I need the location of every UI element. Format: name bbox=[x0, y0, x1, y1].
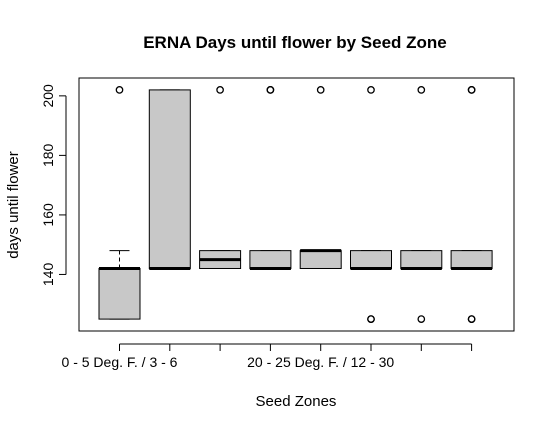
x-axis-label: Seed Zones bbox=[256, 393, 337, 410]
y-axis: 140 160 180 200 bbox=[40, 84, 67, 287]
y-tick-label: 160 bbox=[40, 203, 56, 227]
box-group bbox=[98, 86, 141, 320]
box-body bbox=[450, 250, 493, 269]
box-group bbox=[350, 86, 392, 323]
box-group bbox=[249, 86, 292, 270]
outlier-point bbox=[467, 86, 476, 94]
box-group bbox=[400, 86, 443, 323]
chart-title: ERNA Days until flower by Seed Zone bbox=[143, 33, 447, 52]
outlier-point bbox=[216, 86, 224, 94]
box-group bbox=[148, 89, 191, 270]
y-tick-label: 200 bbox=[40, 84, 56, 108]
box-body bbox=[98, 267, 141, 320]
outlier-point bbox=[417, 315, 426, 323]
x-axis: 0 - 5 Deg. F. / 3 - 6 20 - 25 Deg. F. / 1… bbox=[62, 343, 473, 370]
outlier-point bbox=[316, 86, 325, 94]
y-axis-label: days until flower bbox=[5, 151, 22, 259]
x-tick-label: 0 - 5 Deg. F. / 3 - 6 bbox=[62, 354, 178, 370]
boxes-layer bbox=[98, 86, 493, 323]
outlier-point bbox=[467, 315, 476, 323]
box-group bbox=[199, 86, 242, 269]
y-tick-label: 140 bbox=[40, 263, 56, 287]
box-body bbox=[299, 250, 342, 269]
box-body bbox=[400, 250, 443, 269]
y-tick-label: 180 bbox=[40, 143, 56, 167]
plot-frame bbox=[78, 77, 515, 332]
box-group bbox=[299, 86, 342, 269]
x-tick-label: 20 - 25 Deg. F. / 12 - 30 bbox=[247, 354, 394, 370]
outlier-point bbox=[266, 86, 275, 94]
box-body bbox=[148, 89, 191, 269]
box-body bbox=[350, 250, 392, 269]
box-group bbox=[450, 86, 493, 323]
outlier-point bbox=[367, 315, 375, 323]
outlier-point bbox=[115, 86, 124, 94]
outlier-point bbox=[417, 86, 426, 94]
box-body bbox=[249, 250, 292, 269]
outlier-point bbox=[367, 86, 375, 94]
